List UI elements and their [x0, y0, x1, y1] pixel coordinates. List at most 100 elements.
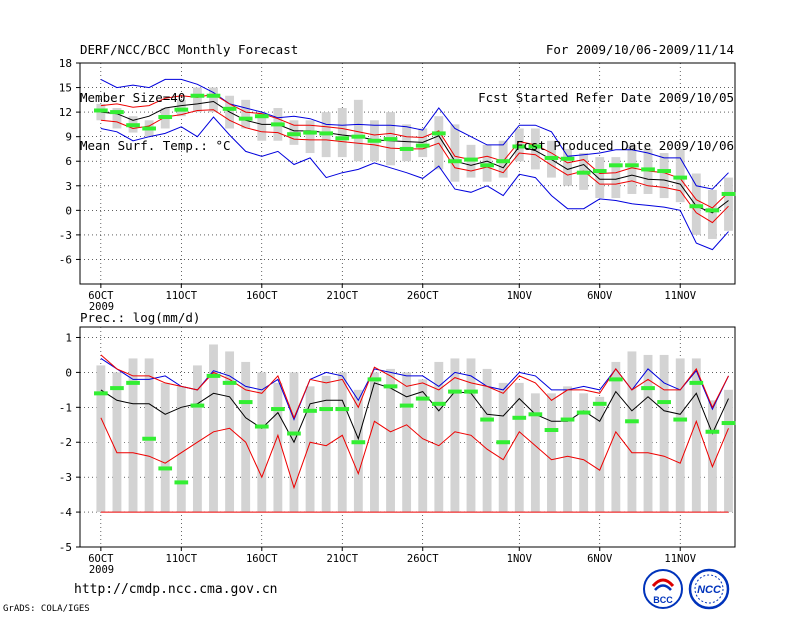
y-tick-label: 18 [59, 57, 72, 70]
median-marker [287, 431, 301, 436]
ensemble-box [225, 351, 235, 513]
ensemble-box [498, 140, 508, 178]
median-marker [367, 377, 382, 382]
y-tick-label: 3 [65, 180, 72, 193]
median-marker [721, 191, 736, 196]
ensemble-box [160, 382, 170, 513]
ensemble-box [370, 372, 379, 513]
x-tick-label: 26OCT [407, 553, 439, 565]
median-marker [351, 134, 366, 139]
median-marker [367, 138, 382, 143]
x-tick-label: 11NOV [664, 290, 696, 302]
median-marker [431, 401, 446, 406]
lower-percentile-line [100, 417, 729, 490]
ensemble-box [611, 361, 621, 513]
ncc-logo-icon: NCC [688, 568, 730, 610]
median-marker [142, 436, 156, 441]
median-marker [254, 424, 269, 429]
ensemble-box [128, 358, 138, 513]
median-marker [238, 400, 253, 405]
median-marker [528, 144, 543, 149]
median-marker [512, 415, 527, 420]
ensemble-box [176, 386, 186, 513]
ensemble-box [547, 393, 556, 513]
ensemble-box [482, 144, 492, 182]
ensemble-box [144, 358, 154, 513]
header-forecast-period: For 2009/10/06-2009/11/14 [545, 42, 734, 57]
y-tick-label: -1 [59, 401, 72, 414]
median-marker [496, 159, 511, 164]
median-marker [174, 107, 189, 112]
median-marker [94, 108, 108, 113]
ensemble-box [353, 99, 363, 162]
header-produced-date: Fcst Produced Date 2009/10/06 [515, 138, 734, 153]
ensemble-box [724, 389, 733, 513]
y-tick-label: -5 [59, 541, 72, 554]
mean-line [100, 100, 729, 214]
median-marker [496, 440, 511, 445]
ensemble-box [498, 382, 508, 513]
y-tick-label: -2 [59, 436, 72, 449]
mean-line [100, 382, 729, 444]
median-marker [480, 163, 494, 168]
ensemble-box [627, 351, 637, 513]
median-marker [528, 412, 543, 417]
median-marker [287, 132, 301, 137]
median-marker [335, 136, 350, 141]
median-marker [480, 417, 494, 422]
source-url: http://cmdp.ncc.cma.gov.cn [74, 582, 278, 597]
ensemble-box [675, 358, 685, 513]
median-marker [576, 170, 591, 175]
median-marker [576, 410, 591, 415]
ensemble-box [241, 99, 251, 129]
x-tick-label: 6OCT [88, 290, 114, 302]
median-marker [271, 407, 285, 412]
y-tick-label: 15 [59, 82, 72, 95]
ensemble-box [675, 148, 685, 203]
median-marker [431, 131, 446, 136]
header-variable: Mean Surf. Temp.: °C [80, 138, 231, 153]
max-line [100, 78, 729, 190]
median-marker [158, 115, 173, 120]
median-marker [110, 386, 124, 391]
median-marker [448, 389, 462, 394]
ensemble-box [450, 124, 460, 182]
median-marker [625, 419, 639, 424]
x-tick-label: 26OCT [407, 290, 439, 302]
median-marker [705, 208, 720, 213]
median-marker [222, 380, 237, 385]
ensemble-box [305, 120, 315, 154]
ensemble-box [563, 148, 572, 186]
x-tick-label: 1NOV [507, 290, 533, 302]
median-marker [625, 163, 639, 168]
median-marker [464, 157, 478, 162]
median-marker [448, 159, 462, 164]
panel-title: Prec.: log(mm/d) [80, 310, 200, 325]
median-marker [383, 137, 398, 142]
median-marker [190, 93, 205, 98]
y-tick-label: 9 [65, 131, 72, 144]
median-marker [351, 440, 366, 445]
ensemble-box [402, 124, 412, 162]
median-marker [415, 396, 430, 401]
x-tick-label: 11OCT [166, 290, 198, 302]
ensemble-box [305, 386, 315, 513]
header-title: DERF/NCC/BCC Monthly Forecast [80, 42, 299, 57]
median-marker [608, 377, 623, 382]
y-tick-label: -3 [59, 471, 72, 484]
median-marker [399, 146, 414, 151]
median-marker [319, 407, 333, 412]
lower-percentile-line [100, 109, 729, 224]
x-tick-label: 1NOV [507, 553, 533, 565]
ensemble-box [595, 396, 605, 513]
median-marker [608, 163, 623, 168]
ensemble-box [530, 393, 540, 513]
median-marker [592, 401, 607, 406]
median-marker [721, 421, 736, 426]
median-marker [641, 167, 655, 172]
min-line [100, 116, 729, 251]
header-left: DERF/NCC/BCC Monthly Forecast Member Siz… [80, 10, 298, 170]
median-marker [303, 408, 317, 413]
ensemble-box [563, 386, 572, 513]
